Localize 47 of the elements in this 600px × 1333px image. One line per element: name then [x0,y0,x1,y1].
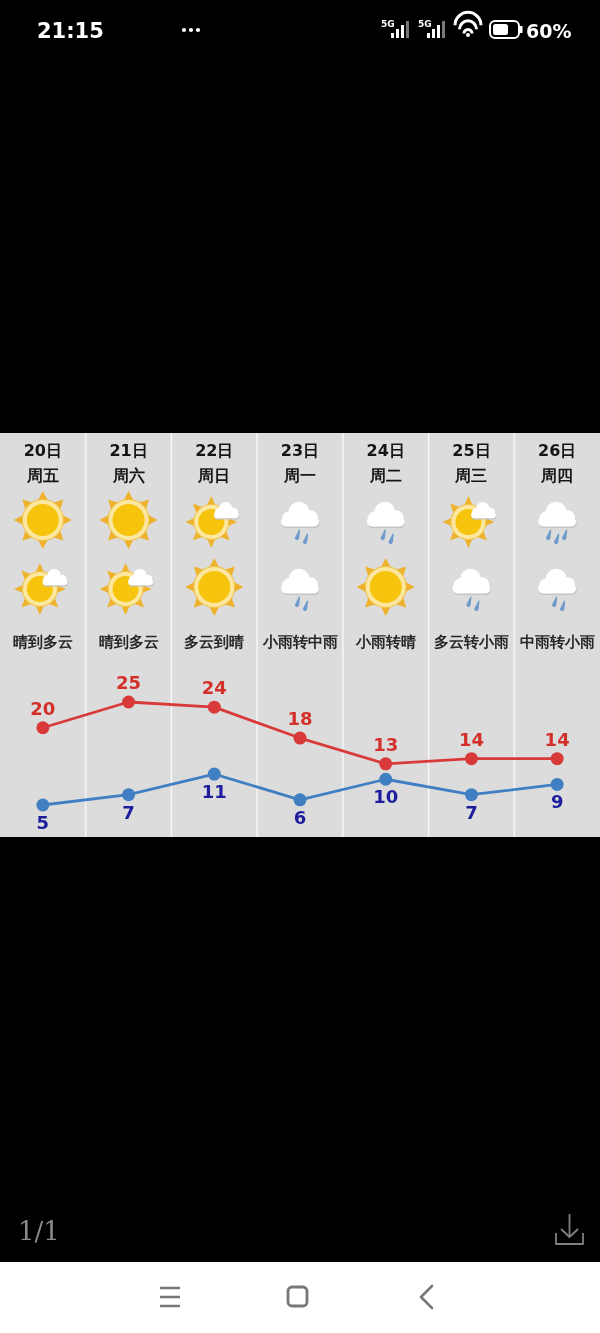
point [464,752,478,766]
data-label: 13 [373,733,399,755]
data-label: 20 [30,697,56,719]
text: 小雨转中雨 [261,634,338,650]
point [379,772,393,786]
point [550,777,564,791]
data-label: 24 [201,677,227,699]
x-tick-label: 21日周六 [109,441,148,485]
point [122,695,136,709]
point [36,798,50,812]
data-label: 25 [116,672,142,693]
point [293,793,307,807]
text: 多云转小雨 [433,634,509,650]
point [379,757,393,771]
data-label: 14 [544,728,570,750]
data-label: 10 [373,786,399,808]
text: 1/1 [18,1216,60,1246]
data-label: 6 [293,806,307,828]
data-label: 5 [36,812,50,833]
x-tick-label: 23日周一 [280,441,320,485]
text: 多云到晴 [184,634,245,650]
x-tick-label: 20日周五 [23,441,62,485]
point [550,752,564,766]
point [207,700,221,714]
point [122,788,136,802]
text: 60% [526,20,572,42]
data-label: 18 [287,708,313,730]
data-label: 7 [465,801,478,823]
point [293,731,307,745]
text: 晴到多云 [12,634,73,650]
data-label: 14 [458,728,484,750]
text: 中雨转小雨 [519,634,595,650]
text: 晴到多云 [98,634,159,650]
text: 21:15 [37,19,104,43]
data-label: 11 [201,781,227,803]
text: 5G [418,19,432,29]
point [36,721,50,735]
point [464,788,478,802]
x-tick-label: 26日周四 [538,441,577,485]
data-label: 7 [122,801,135,823]
text: 小雨转晴 [354,634,416,650]
point [207,767,221,781]
x-tick-label: 24日周二 [366,441,405,485]
x-tick-label: 22日周日 [195,441,234,485]
data-label: 9 [550,791,564,813]
x-tick-label: 25日周三 [452,441,491,485]
text: 5G [381,19,395,29]
